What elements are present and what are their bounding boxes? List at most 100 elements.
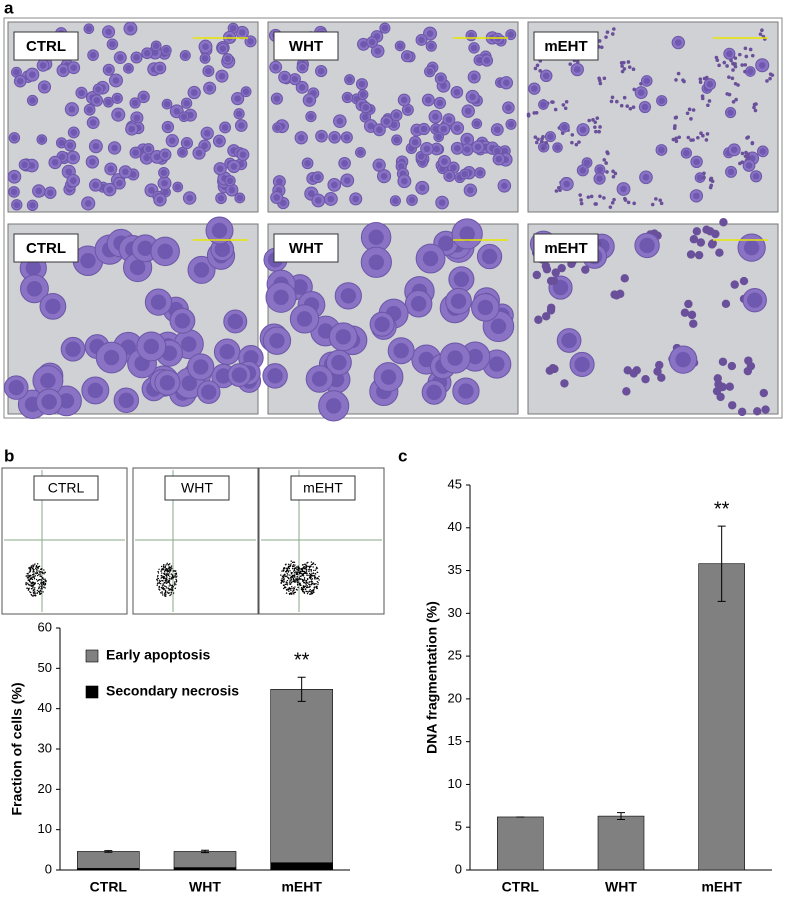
flow-event xyxy=(27,583,30,586)
cell-nucleus xyxy=(127,25,134,32)
flow-event xyxy=(315,583,317,585)
cell-nucleus xyxy=(747,68,754,75)
cell-fragment xyxy=(557,185,561,190)
y-tick-label: 30 xyxy=(448,605,462,620)
cell-nucleus xyxy=(103,349,120,366)
flow-event xyxy=(34,563,36,565)
flow-event xyxy=(304,580,306,582)
flow-event xyxy=(39,573,41,575)
flow-event xyxy=(294,580,296,582)
flow-event xyxy=(166,591,169,593)
flow-event xyxy=(162,576,164,579)
flow-event xyxy=(306,582,309,584)
cell-nucleus xyxy=(118,392,135,408)
cell-nucleus xyxy=(392,197,399,205)
cell-nucleus xyxy=(95,86,102,93)
cell-nucleus xyxy=(143,49,151,57)
cell-nucleus xyxy=(674,39,682,46)
flow-event xyxy=(166,562,168,565)
flow-event xyxy=(303,570,305,573)
cell-nucleus xyxy=(13,68,20,76)
cell-nucleus xyxy=(706,80,714,88)
cell-fragment xyxy=(589,194,594,199)
cell-nucleus xyxy=(122,168,129,176)
flow-event xyxy=(291,587,293,590)
cell-nucleus xyxy=(106,186,114,193)
cell-nucleus xyxy=(730,146,738,154)
flow-event xyxy=(38,573,40,576)
flow-event xyxy=(160,586,163,589)
x-tick-label: WHT xyxy=(605,879,637,895)
cell-nucleus xyxy=(174,313,191,329)
flow-event xyxy=(41,588,43,590)
cell-nucleus xyxy=(140,93,147,101)
cell-nucleus xyxy=(128,125,136,133)
cell-fragment xyxy=(570,133,575,137)
cell-fragment xyxy=(673,124,677,128)
cell-fragment xyxy=(632,201,636,206)
cell-fragment xyxy=(654,197,658,201)
cell-fragment xyxy=(564,99,569,104)
y-tick-label: 20 xyxy=(448,690,462,705)
cell-fragment xyxy=(591,118,595,122)
cell-nucleus xyxy=(380,369,397,385)
error-bar xyxy=(717,525,726,602)
flow-event xyxy=(316,587,318,590)
cell-nucleus xyxy=(408,196,416,204)
flow-event xyxy=(301,578,304,581)
cell-nucleus xyxy=(563,180,570,188)
cell-nucleus xyxy=(495,155,503,163)
bar-segment xyxy=(270,862,333,871)
flow-event xyxy=(304,585,307,588)
flow-plot: CTRL xyxy=(1,467,128,615)
flow-event xyxy=(40,582,42,585)
cell-fragment xyxy=(563,106,568,111)
flow-event xyxy=(292,590,294,592)
flow-event xyxy=(287,588,289,590)
cell-nucleus xyxy=(683,149,690,157)
flow-event xyxy=(309,569,311,571)
flow-event xyxy=(286,567,289,569)
cell-nucleus xyxy=(476,169,484,177)
flow-event xyxy=(27,582,29,585)
flow-event xyxy=(32,595,34,597)
cell-nucleus xyxy=(137,240,153,256)
flow-event xyxy=(171,576,173,579)
flow-event xyxy=(156,584,158,587)
cell-fragment xyxy=(738,52,742,57)
flow-event xyxy=(169,584,172,586)
flow-event xyxy=(27,589,30,591)
cell-nucleus xyxy=(381,24,389,32)
cell-nucleus xyxy=(579,167,587,174)
cell-fragment xyxy=(551,100,555,104)
cell-nucleus xyxy=(68,105,76,113)
cell-nucleus xyxy=(39,62,47,69)
cell-fragment xyxy=(733,62,737,66)
cell-nucleus xyxy=(13,201,21,209)
cell-fragment xyxy=(598,81,603,86)
cell-nucleus xyxy=(450,293,467,309)
flow-event xyxy=(31,583,34,585)
micrograph-label: WHT xyxy=(289,38,323,55)
cell-nucleus xyxy=(281,73,288,81)
flow-event xyxy=(34,591,36,593)
micrograph: CTRL xyxy=(7,21,259,213)
micrograph-label: mEHT xyxy=(544,240,587,257)
flow-event xyxy=(318,579,320,581)
cell-nucleus xyxy=(759,148,767,155)
cell-nucleus xyxy=(383,118,390,125)
cell-nucleus xyxy=(314,173,322,181)
cell-fragment xyxy=(546,306,556,315)
flow-event xyxy=(310,561,313,563)
flow-event xyxy=(310,590,313,592)
cell-nucleus xyxy=(340,288,357,304)
flow-event xyxy=(291,572,293,574)
cell-nucleus xyxy=(507,121,515,128)
cell-fragment xyxy=(752,105,756,110)
cell-nucleus xyxy=(596,175,603,182)
flow-event xyxy=(301,574,303,577)
flow-event xyxy=(33,583,35,586)
flow-event xyxy=(292,577,295,580)
flow-event xyxy=(36,563,39,565)
cell-fragment xyxy=(551,268,560,277)
